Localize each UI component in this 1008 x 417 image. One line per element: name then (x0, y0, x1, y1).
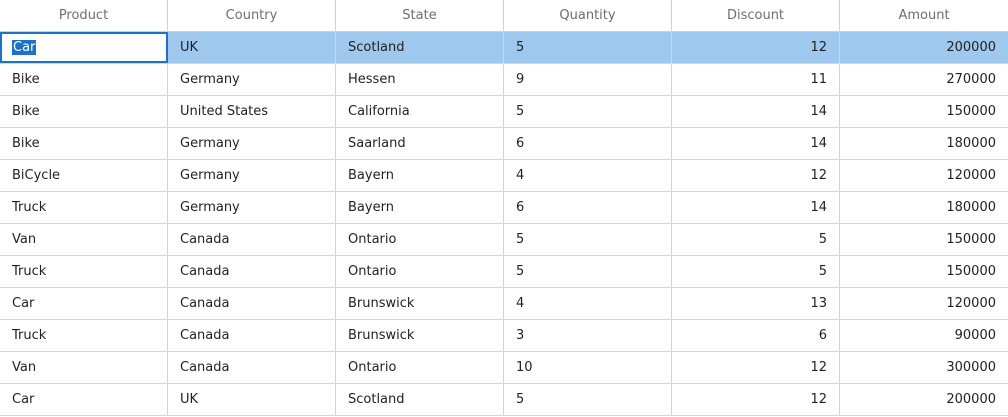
quantity-cell[interactable]: 3 (504, 320, 672, 351)
state-cell[interactable]: Brunswick (336, 288, 504, 319)
table-row[interactable]: Car UK Scotland 5 12 200000 (0, 384, 1008, 416)
table-row[interactable]: Van Canada Ontario 5 5 150000 (0, 224, 1008, 256)
column-header-country[interactable]: Country (168, 0, 336, 31)
country-cell[interactable]: Germany (168, 160, 336, 191)
state-cell[interactable]: Bayern (336, 160, 504, 191)
quantity-cell[interactable]: 5 (504, 256, 672, 287)
table-row[interactable]: Van Canada Ontario 10 12 300000 (0, 352, 1008, 384)
product-cell[interactable]: Bike (0, 96, 168, 127)
discount-cell[interactable]: 12 (672, 352, 840, 383)
table-row[interactable]: Bike Germany Hessen 9 11 270000 (0, 64, 1008, 96)
amount-cell[interactable]: 150000 (946, 104, 996, 119)
product-cell[interactable]: Van (0, 224, 168, 255)
state-cell[interactable]: Scotland (336, 384, 504, 415)
discount-cell[interactable]: 5 (672, 256, 840, 287)
edit-text-selection[interactable]: Car (12, 40, 37, 55)
discount-cell[interactable]: 14 (672, 128, 840, 159)
grid-header: Product Country State Quantity Discount … (0, 0, 1008, 32)
quantity-cell[interactable]: 5 (504, 384, 672, 415)
quantity-cell[interactable]: 5 (504, 224, 672, 255)
state-cell[interactable]: Bayern (336, 192, 504, 223)
country-cell[interactable]: Canada (168, 224, 336, 255)
state-cell[interactable]: Ontario (336, 352, 504, 383)
discount-cell[interactable]: 13 (672, 288, 840, 319)
country-cell[interactable]: Germany (168, 128, 336, 159)
discount-cell[interactable]: 11 (672, 64, 840, 95)
amount-cell[interactable]: 200000 (946, 40, 996, 55)
column-header-discount[interactable]: Discount (672, 0, 840, 31)
quantity-cell[interactable]: 9 (504, 64, 672, 95)
amount-cell[interactable]: 120000 (946, 168, 996, 183)
country-cell[interactable]: Canada (168, 256, 336, 287)
table-row[interactable]: Truck Canada Ontario 5 5 150000 (0, 256, 1008, 288)
product-cell[interactable]: Van (0, 352, 168, 383)
product-cell-editing[interactable]: Car (0, 32, 168, 63)
country-cell[interactable]: Canada (168, 352, 336, 383)
country-cell[interactable]: UK (168, 384, 336, 415)
product-cell[interactable]: Car (0, 384, 168, 415)
column-header-amount[interactable]: Amount (898, 8, 950, 23)
amount-cell[interactable]: 150000 (946, 232, 996, 247)
state-cell[interactable]: Ontario (336, 256, 504, 287)
amount-cell[interactable]: 150000 (946, 264, 996, 279)
quantity-cell[interactable]: 6 (504, 192, 672, 223)
table-row[interactable]: Car UK Scotland 5 12 200000 (0, 32, 1008, 64)
table-row[interactable]: BiCycle Germany Bayern 4 12 120000 (0, 160, 1008, 192)
product-cell[interactable]: Bike (0, 64, 168, 95)
quantity-cell[interactable]: 4 (504, 160, 672, 191)
quantity-cell[interactable]: 6 (504, 128, 672, 159)
quantity-cell[interactable]: 10 (504, 352, 672, 383)
state-cell[interactable]: Brunswick (336, 320, 504, 351)
table-row[interactable]: Bike Germany Saarland 6 14 180000 (0, 128, 1008, 160)
product-cell[interactable]: Truck (0, 256, 168, 287)
table-row[interactable]: Car Canada Brunswick 4 13 120000 (0, 288, 1008, 320)
table-row[interactable]: Truck Germany Bayern 6 14 180000 (0, 192, 1008, 224)
product-cell[interactable]: Truck (0, 192, 168, 223)
country-cell[interactable]: Germany (168, 64, 336, 95)
country-cell[interactable]: Canada (168, 320, 336, 351)
quantity-cell[interactable]: 5 (504, 96, 672, 127)
table-row[interactable]: Truck Canada Brunswick 3 6 90000 (0, 320, 1008, 352)
country-cell[interactable]: Germany (168, 192, 336, 223)
discount-cell[interactable]: 6 (672, 320, 840, 351)
discount-cell[interactable]: 12 (672, 160, 840, 191)
column-header-state[interactable]: State (336, 0, 504, 31)
discount-cell[interactable]: 14 (672, 192, 840, 223)
column-header-product[interactable]: Product (0, 0, 168, 31)
discount-cell[interactable]: 12 (672, 32, 840, 63)
discount-cell[interactable]: 5 (672, 224, 840, 255)
state-cell[interactable]: Saarland (336, 128, 504, 159)
state-cell[interactable]: Scotland (336, 32, 504, 63)
country-cell[interactable]: Canada (168, 288, 336, 319)
amount-cell[interactable]: 120000 (946, 296, 996, 311)
amount-cell[interactable]: 300000 (946, 360, 996, 375)
product-cell[interactable]: BiCycle (0, 160, 168, 191)
country-cell[interactable]: UK (168, 32, 336, 63)
discount-cell[interactable]: 12 (672, 384, 840, 415)
quantity-cell[interactable]: 4 (504, 288, 672, 319)
product-cell[interactable]: Bike (0, 128, 168, 159)
amount-cell[interactable]: 180000 (946, 136, 996, 151)
amount-cell[interactable]: 200000 (946, 392, 996, 407)
state-cell[interactable]: Ontario (336, 224, 504, 255)
state-cell[interactable]: Hessen (336, 64, 504, 95)
amount-cell[interactable]: 180000 (946, 200, 996, 215)
amount-cell[interactable]: 270000 (946, 72, 996, 87)
country-cell[interactable]: United States (168, 96, 336, 127)
quantity-cell[interactable]: 5 (504, 32, 672, 63)
table-row[interactable]: Bike United States California 5 14 15000… (0, 96, 1008, 128)
column-header-quantity[interactable]: Quantity (504, 0, 672, 31)
discount-cell[interactable]: 14 (672, 96, 840, 127)
product-cell[interactable]: Car (0, 288, 168, 319)
state-cell[interactable]: California (336, 96, 504, 127)
product-cell[interactable]: Truck (0, 320, 168, 351)
amount-cell[interactable]: 90000 (954, 328, 996, 343)
